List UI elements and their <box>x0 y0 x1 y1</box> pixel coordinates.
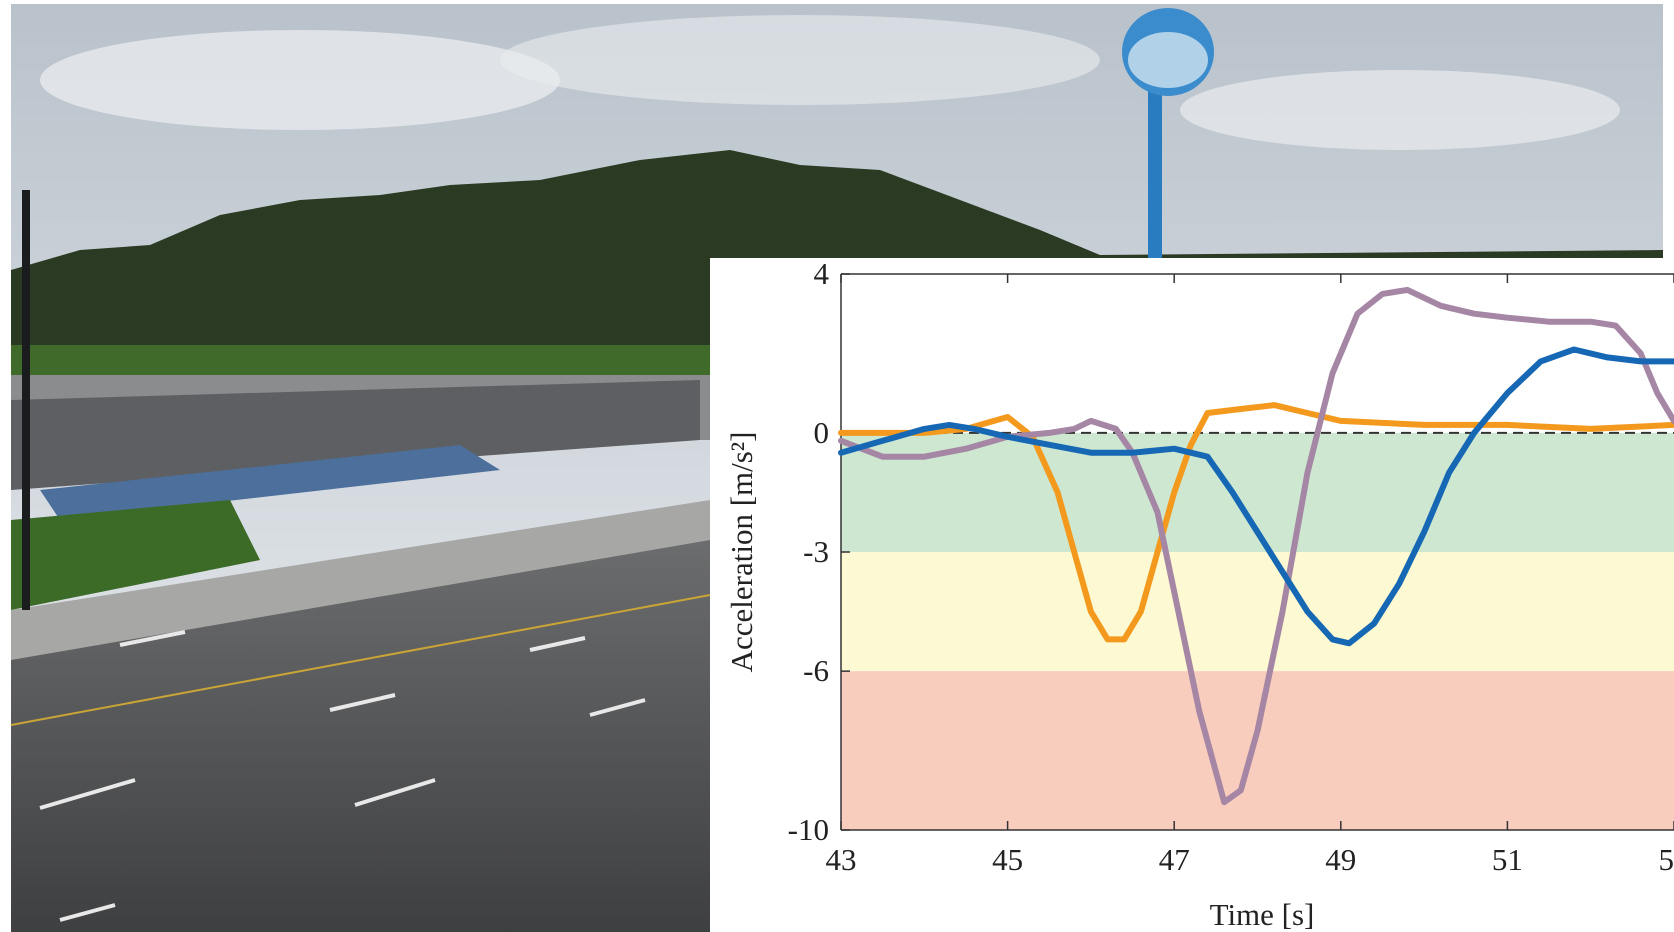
x-tick-label: 49 <box>1325 842 1356 877</box>
threshold-band <box>841 671 1674 830</box>
y-tick-label: 0 <box>814 415 830 450</box>
x-tick-label: 51 <box>1492 842 1523 877</box>
threshold-band <box>841 552 1674 671</box>
y-axis-title: Acceleration [m/s²] <box>724 432 759 673</box>
x-tick-label: 43 <box>826 842 857 877</box>
x-tick-label: 45 <box>992 842 1023 877</box>
page: {"chart_data": {"type": "line", "xlabel"… <box>0 0 1674 932</box>
screenshot: 4 0 -3 -6 -1043 45 47 49 51 53 Time [s] Acceleratio… <box>0 0 1674 932</box>
x-axis-title: Time [s] <box>1210 897 1315 932</box>
y-tick-label: 4 <box>814 256 830 291</box>
y-tick-label: -3 <box>803 534 829 569</box>
x-tick-label: 47 <box>1159 842 1190 877</box>
y-tick-label: -6 <box>803 653 829 688</box>
x-tick-label: 53 <box>1659 842 1674 877</box>
y-tick-label: -10 <box>788 812 829 847</box>
